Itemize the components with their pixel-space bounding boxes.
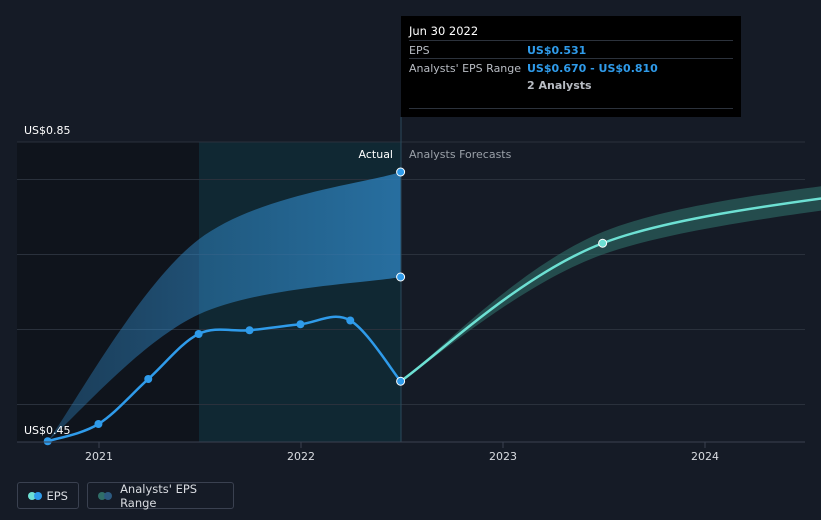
legend-eps[interactable]: EPS	[17, 482, 79, 509]
eps-points	[43, 316, 406, 446]
range-legend-icon	[98, 491, 112, 500]
x-tick-label: 2024	[691, 450, 719, 463]
range-high-point[interactable]	[396, 167, 406, 177]
tooltip-analysts-row: 2 Analysts	[409, 76, 733, 94]
legend-eps-label: EPS	[46, 488, 68, 503]
forecast-label: Analysts Forecasts	[409, 148, 512, 161]
eps-point[interactable]	[296, 320, 305, 329]
analyst-range-band-forecast	[400, 186, 821, 382]
y-bottom-label: US$0.45	[24, 424, 71, 437]
forecast-point[interactable]	[598, 238, 608, 248]
tooltip-divider	[409, 108, 733, 127]
x-tick-label: 2021	[85, 450, 113, 463]
tooltip-range-value: US$0.670 - US$0.810	[527, 62, 658, 75]
tooltip-eps-label: EPS	[409, 44, 430, 57]
range-points	[396, 167, 406, 282]
tooltip: Jun 30 2022 EPS US$0.531 Analysts' EPS R…	[401, 16, 741, 117]
eps-point[interactable]	[245, 326, 254, 335]
eps-point[interactable]	[43, 437, 52, 446]
legend-range-label: Analysts' EPS Range	[120, 481, 198, 510]
tooltip-range-row: Analysts' EPS Range US$0.670 - US$0.810	[409, 58, 733, 77]
range-low-point[interactable]	[396, 272, 406, 282]
eps-point[interactable]	[94, 420, 103, 428]
x-tick-label: 2023	[489, 450, 517, 463]
tooltip-eps-row: EPS US$0.531	[409, 40, 733, 59]
actual-label: Actual	[359, 148, 393, 161]
eps-point[interactable]	[346, 316, 355, 325]
tooltip-date: Jun 30 2022	[409, 24, 479, 38]
legend-analyst-range[interactable]: Analysts' EPS Range	[87, 481, 234, 510]
x-tick-label: 2022	[287, 450, 315, 463]
eps-legend-icon	[28, 491, 42, 500]
analyst-range-band-actual	[47, 172, 401, 442]
forecast-points	[598, 238, 608, 248]
eps-point[interactable]	[194, 330, 203, 338]
eps-current-point[interactable]	[396, 376, 406, 386]
eps-point[interactable]	[144, 375, 153, 383]
y-top-label: US$0.85	[24, 124, 71, 137]
tooltip-analysts: 2 Analysts	[527, 79, 592, 92]
x-axis-ticks: 2021 2022 2023 2024	[85, 442, 719, 463]
tooltip-eps-value: US$0.531	[527, 44, 587, 57]
tooltip-range-label: Analysts' EPS Range	[409, 62, 522, 75]
